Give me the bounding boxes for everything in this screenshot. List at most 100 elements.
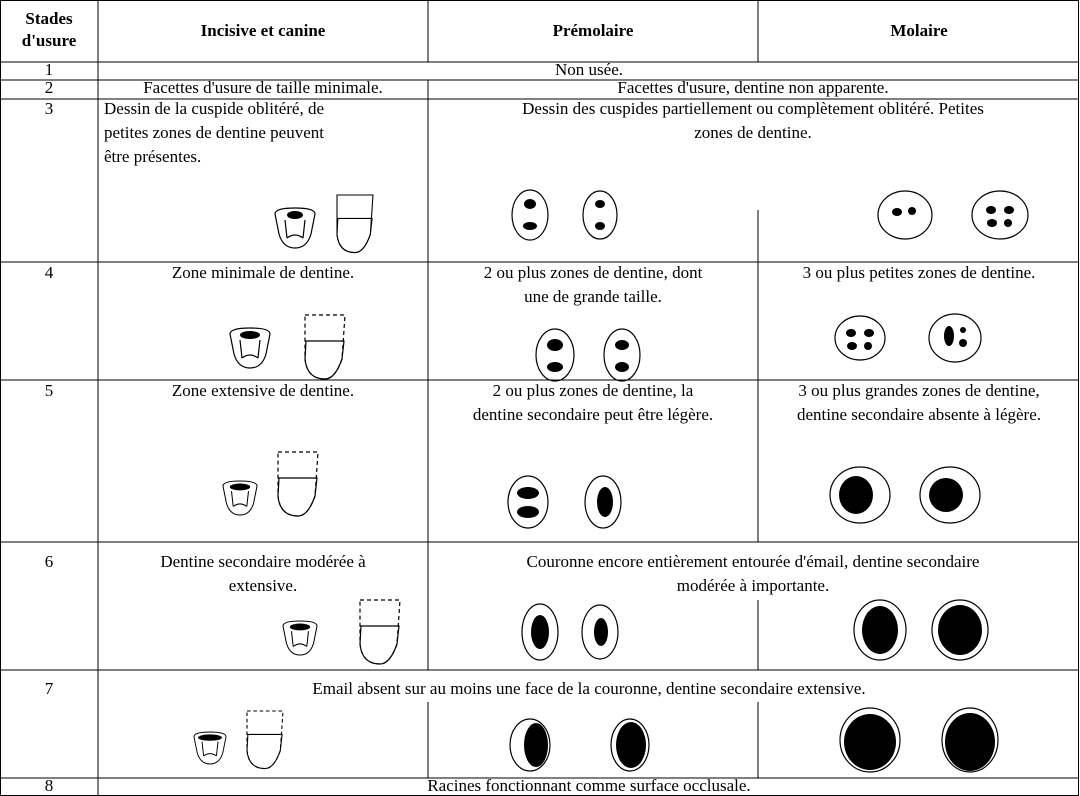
outline bbox=[193, 731, 227, 765]
dentine bbox=[524, 723, 548, 767]
outline bbox=[919, 466, 981, 524]
cell-text: 2 ou plus zones de dentine, dont bbox=[484, 263, 703, 282]
tooth-occlusal bbox=[603, 328, 641, 382]
tooth-occlusal bbox=[535, 328, 575, 382]
dentine bbox=[847, 342, 857, 350]
cell-text: 7 bbox=[45, 679, 54, 698]
cell-text: Stades bbox=[25, 9, 73, 28]
dentine bbox=[1004, 219, 1012, 227]
dentine bbox=[959, 339, 967, 347]
tooth-occlusal bbox=[919, 466, 981, 524]
outline bbox=[941, 707, 999, 773]
outline bbox=[304, 314, 346, 380]
tooth-occlusal bbox=[877, 190, 933, 240]
outline bbox=[853, 599, 907, 661]
outline bbox=[274, 207, 316, 249]
dentine bbox=[594, 618, 608, 646]
cell-text: dentine secondaire peut être légère. bbox=[473, 405, 713, 424]
dentine bbox=[938, 605, 982, 655]
cell-text: Incisive et canine bbox=[201, 21, 326, 40]
cell-text: petites zones de dentine peuvent bbox=[104, 123, 324, 142]
tooth-occlusal bbox=[853, 599, 907, 661]
dentine bbox=[615, 340, 629, 350]
outline bbox=[931, 599, 989, 661]
outline bbox=[304, 340, 345, 380]
cell-text: modérée à importante. bbox=[677, 576, 829, 595]
incisor-side bbox=[277, 451, 319, 517]
dentine bbox=[986, 206, 996, 214]
dentine bbox=[987, 219, 997, 227]
dentine bbox=[595, 222, 605, 230]
incisor-occlusal bbox=[193, 731, 227, 765]
outline bbox=[246, 710, 284, 770]
dentine bbox=[597, 487, 613, 517]
outline bbox=[584, 475, 622, 529]
dentine bbox=[229, 483, 251, 491]
cell-text: 6 bbox=[45, 552, 54, 571]
outline bbox=[284, 219, 306, 239]
dentine bbox=[846, 329, 856, 337]
cell-text: Dessin des cuspides partiellement ou com… bbox=[522, 99, 984, 118]
cell-text: 3 bbox=[45, 99, 54, 118]
cell-text: 3 ou plus grandes zones de dentine, bbox=[798, 381, 1039, 400]
outline bbox=[246, 733, 283, 770]
outline bbox=[829, 466, 891, 524]
outline bbox=[603, 328, 641, 382]
tooth-occlusal bbox=[584, 475, 622, 529]
dentine bbox=[531, 615, 549, 649]
cell-text: une de grande taille. bbox=[524, 287, 662, 306]
cell-text: Facettes d'usure, dentine non apparente. bbox=[617, 78, 888, 97]
incisor-occlusal bbox=[222, 480, 258, 516]
dentine bbox=[892, 208, 902, 216]
dentine bbox=[289, 623, 311, 631]
dentine bbox=[523, 222, 537, 230]
dentine bbox=[908, 207, 916, 215]
outline bbox=[511, 189, 549, 241]
outline bbox=[201, 741, 219, 757]
dentine bbox=[960, 327, 966, 333]
incisor-side bbox=[304, 314, 346, 380]
dentine bbox=[862, 606, 898, 654]
dentine bbox=[595, 200, 605, 208]
cell-text: d'usure bbox=[22, 31, 77, 50]
tooth-occlusal bbox=[928, 313, 982, 363]
cell-text: 8 bbox=[45, 776, 54, 795]
dentine bbox=[287, 211, 303, 219]
outline bbox=[535, 328, 575, 382]
outline bbox=[507, 475, 549, 529]
outline bbox=[282, 620, 318, 656]
incisor-side bbox=[336, 194, 374, 254]
tooth-occlusal bbox=[507, 475, 549, 529]
tooth-occlusal bbox=[582, 190, 618, 240]
outline bbox=[277, 477, 318, 517]
cell-text: être présentes. bbox=[104, 147, 201, 166]
outline bbox=[521, 603, 559, 661]
cell-text: Dentine secondaire modérée à bbox=[160, 552, 366, 571]
outline bbox=[509, 718, 551, 772]
cell-text: Prémolaire bbox=[553, 21, 634, 40]
cell-text: zones de dentine. bbox=[694, 123, 812, 142]
cell-text: Zone extensive de dentine. bbox=[172, 381, 354, 400]
dentine bbox=[864, 342, 872, 350]
outline bbox=[839, 707, 901, 773]
outline bbox=[290, 631, 310, 647]
cell-text: 5 bbox=[45, 381, 54, 400]
tooth-occlusal bbox=[521, 603, 559, 661]
outline bbox=[971, 190, 1029, 240]
outline bbox=[230, 491, 250, 507]
dentine bbox=[1004, 206, 1014, 214]
outline bbox=[359, 625, 400, 665]
tooth-occlusal bbox=[511, 189, 549, 241]
outline bbox=[582, 190, 618, 240]
outline bbox=[336, 194, 374, 254]
dentine bbox=[944, 326, 954, 346]
outline bbox=[610, 718, 650, 772]
dentine bbox=[929, 478, 963, 512]
incisor-occlusal bbox=[282, 620, 318, 656]
cell-text: Zone minimale de dentine. bbox=[172, 263, 354, 282]
dentine bbox=[517, 506, 539, 518]
dentine bbox=[547, 362, 563, 372]
tooth-occlusal bbox=[829, 466, 891, 524]
dentine bbox=[945, 713, 995, 771]
